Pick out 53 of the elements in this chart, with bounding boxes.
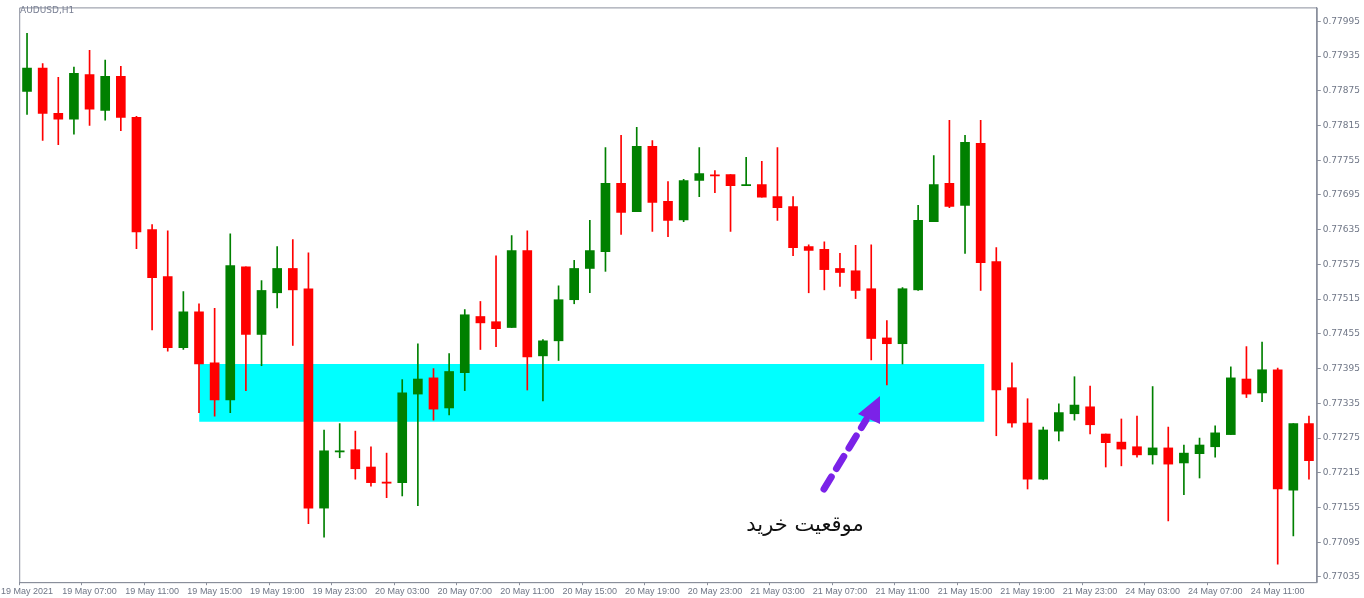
chart-title: AUDUSD,H1: [20, 5, 75, 15]
candlestick: [882, 320, 892, 386]
x-tick-label: 19 May 11:00: [125, 586, 180, 597]
x-tick-label: 19 May 23:00: [312, 586, 367, 597]
y-tick-label: 0.77635: [1322, 224, 1360, 235]
x-tick-label: 20 May 23:00: [687, 586, 743, 597]
x-tick-label: 21 May 03:00: [750, 586, 805, 597]
y-tick-label: 0.77935: [1322, 50, 1360, 61]
x-tick-label: 19 May 19:00: [249, 586, 305, 597]
y-tick-label: 0.77095: [1322, 536, 1360, 547]
y-tick-label: 0.77755: [1322, 154, 1360, 165]
y-tick-label: 0.77515: [1322, 293, 1360, 304]
y-tick-label: 0.77275: [1322, 432, 1360, 443]
y-tick-label: 0.77215: [1322, 467, 1360, 478]
candlestick: [1163, 426, 1174, 522]
x-tick-label: 24 May 11:00: [1250, 586, 1305, 597]
x-tick-label: 20 May 11:00: [500, 586, 555, 597]
candlestick: [803, 244, 814, 294]
candlestick: [334, 423, 345, 459]
candlestick: [835, 253, 845, 287]
x-tick-label: 21 May 23:00: [1062, 586, 1118, 597]
x-tick-label: 19 May 2021: [1, 586, 54, 597]
x-tick-label: 21 May 15:00: [937, 586, 993, 597]
y-tick-label: 0.77875: [1322, 85, 1360, 96]
candlestick: [287, 239, 298, 346]
x-tick-label: 24 May 03:00: [1125, 586, 1180, 597]
y-tick-label: 0.77335: [1322, 397, 1360, 408]
candlestick: [694, 147, 705, 198]
x-tick-label: 21 May 19:00: [1000, 586, 1055, 597]
y-tick-label: 0.77455: [1322, 328, 1360, 339]
y-tick-label: 0.77155: [1322, 501, 1360, 512]
x-tick-label: 20 May 07:00: [437, 586, 493, 597]
y-tick-label: 0.77815: [1322, 119, 1360, 130]
y-tick-label: 0.77035: [1322, 571, 1360, 582]
x-tick-label: 20 May 03:00: [374, 586, 430, 597]
candlestick: [741, 156, 751, 187]
annotation: موقعیت خرید: [745, 512, 865, 536]
candlestick: [53, 77, 64, 145]
x-tick-label: 21 May 11:00: [875, 586, 930, 597]
candlestick: [491, 255, 501, 347]
candlestick: [1179, 444, 1189, 496]
x-tick-label: 20 May 15:00: [562, 586, 618, 597]
x-tick-label: 21 May 07:00: [812, 586, 868, 597]
candlestick: [413, 343, 423, 507]
x-tick-label: 19 May 07:00: [62, 586, 117, 597]
y-tick-label: 0.77395: [1322, 362, 1360, 373]
candlestick: [1132, 415, 1142, 458]
y-tick-label: 0.77695: [1322, 189, 1360, 200]
x-tick-label: 24 May 07:00: [1187, 586, 1243, 597]
y-tick-label: 0.77995: [1322, 15, 1360, 26]
x-tick-label: 19 May 15:00: [187, 586, 242, 597]
x-tick-label: 20 May 19:00: [625, 586, 680, 597]
y-tick-label: 0.77575: [1322, 258, 1360, 269]
